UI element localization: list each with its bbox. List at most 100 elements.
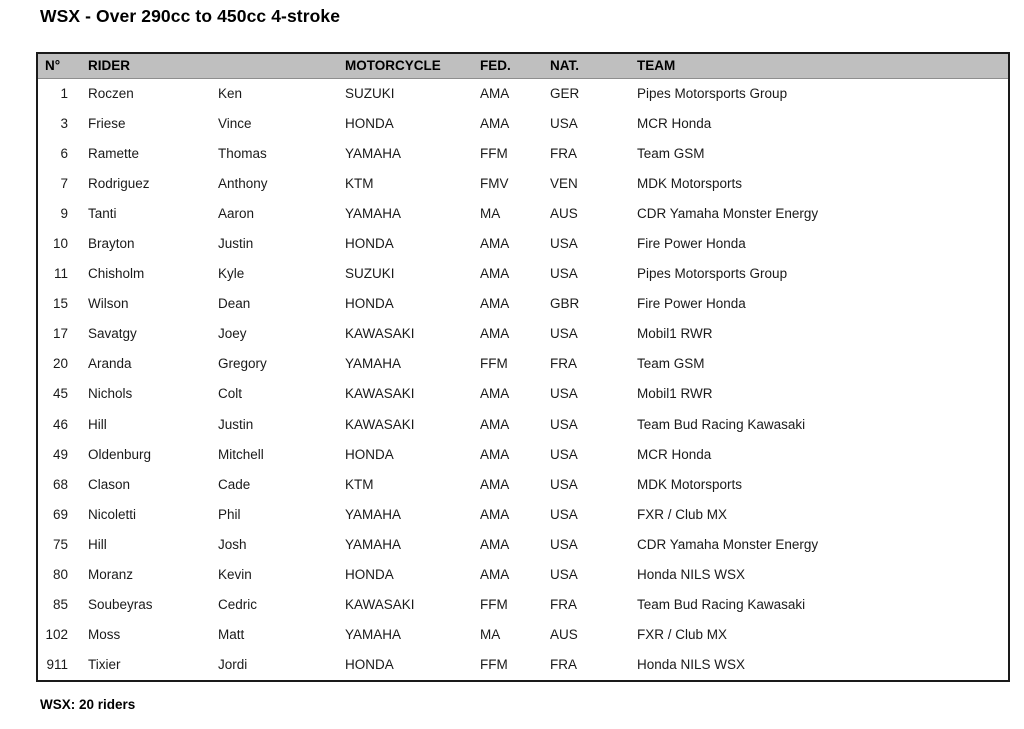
cell-nationality: USA xyxy=(544,559,632,590)
column-header-team: TEAM xyxy=(631,54,1008,79)
cell-rider-last-name: Nicoletti xyxy=(82,499,212,530)
cell-motorcycle: HONDA xyxy=(339,288,475,319)
cell-nationality: FRA xyxy=(544,348,632,379)
cell-rider-number: 85 xyxy=(38,589,82,620)
cell-motorcycle: KAWASAKI xyxy=(339,409,475,440)
cell-rider-last-name: Tixier xyxy=(82,649,212,680)
cell-rider-number: 911 xyxy=(38,649,82,680)
table-row: 17 Savatgy Joey KAWASAKI AMA USA Mobil1 … xyxy=(38,318,1008,349)
cell-team: FXR / Club MX xyxy=(631,499,1008,530)
cell-federation: AMA xyxy=(474,258,545,289)
cell-rider-first-name: Cedric xyxy=(212,589,340,620)
cell-rider-first-name: Gregory xyxy=(212,348,340,379)
cell-motorcycle: HONDA xyxy=(339,439,475,470)
cell-federation: AMA xyxy=(474,529,545,560)
cell-motorcycle: HONDA xyxy=(339,228,475,259)
cell-team: Team GSM xyxy=(631,138,1008,169)
cell-team: Honda NILS WSX xyxy=(631,559,1008,590)
cell-rider-first-name: Kevin xyxy=(212,559,340,590)
cell-team: MCR Honda xyxy=(631,108,1008,139)
cell-rider-number: 68 xyxy=(38,469,82,500)
cell-team: MCR Honda xyxy=(631,439,1008,470)
cell-rider-first-name: Dean xyxy=(212,288,340,319)
cell-motorcycle: YAMAHA xyxy=(339,619,475,650)
cell-nationality: USA xyxy=(544,318,632,349)
cell-rider-first-name: Joey xyxy=(212,318,340,349)
cell-rider-last-name: Roczen xyxy=(82,78,212,109)
cell-rider-first-name: Jordi xyxy=(212,649,340,680)
cell-team: Team Bud Racing Kawasaki xyxy=(631,409,1008,440)
cell-rider-number: 102 xyxy=(38,619,82,650)
rider-table-body: 1 Roczen Ken SUZUKI AMA GER Pipes Motors… xyxy=(38,78,1008,680)
cell-team: Team GSM xyxy=(631,348,1008,379)
cell-federation: AMA xyxy=(474,439,545,470)
table-row: 49 Oldenburg Mitchell HONDA AMA USA MCR … xyxy=(38,439,1008,470)
cell-rider-first-name: Kyle xyxy=(212,258,340,289)
table-row: 75 Hill Josh YAMAHA AMA USA CDR Yamaha M… xyxy=(38,529,1008,560)
table-row: 1 Roczen Ken SUZUKI AMA GER Pipes Motors… xyxy=(38,78,1008,109)
table-row: 9 Tanti Aaron YAMAHA MA AUS CDR Yamaha M… xyxy=(38,198,1008,229)
table-row: 46 Hill Justin KAWASAKI AMA USA Team Bud… xyxy=(38,409,1008,440)
cell-rider-first-name: Josh xyxy=(212,529,340,560)
cell-rider-number: 46 xyxy=(38,409,82,440)
cell-federation: MA xyxy=(474,619,545,650)
cell-rider-number: 80 xyxy=(38,559,82,590)
cell-nationality: GER xyxy=(544,78,632,109)
cell-federation: AMA xyxy=(474,288,545,319)
cell-rider-first-name: Justin xyxy=(212,409,340,440)
cell-motorcycle: YAMAHA xyxy=(339,198,475,229)
table-header-row: N° RIDER MOTORCYCLE FED. NAT. TEAM xyxy=(38,54,1008,79)
cell-rider-first-name: Vince xyxy=(212,108,340,139)
cell-rider-last-name: Chisholm xyxy=(82,258,212,289)
cell-rider-last-name: Hill xyxy=(82,529,212,560)
cell-nationality: AUS xyxy=(544,619,632,650)
column-header-motorcycle: MOTORCYCLE xyxy=(339,54,475,79)
cell-rider-number: 3 xyxy=(38,108,82,139)
cell-federation: MA xyxy=(474,198,545,229)
cell-team: CDR Yamaha Monster Energy xyxy=(631,529,1008,560)
cell-federation: AMA xyxy=(474,409,545,440)
table-row: 102 Moss Matt YAMAHA MA AUS FXR / Club M… xyxy=(38,619,1008,650)
cell-rider-last-name: Hill xyxy=(82,409,212,440)
cell-rider-number: 15 xyxy=(38,288,82,319)
table-row: 45 Nichols Colt KAWASAKI AMA USA Mobil1 … xyxy=(38,378,1008,410)
riders-table-container: N° RIDER MOTORCYCLE FED. NAT. TEAM 1 Roc… xyxy=(36,52,1010,682)
cell-rider-number: 49 xyxy=(38,439,82,470)
cell-rider-first-name: Ken xyxy=(212,78,340,109)
cell-rider-last-name: Moranz xyxy=(82,559,212,590)
cell-motorcycle: KAWASAKI xyxy=(339,589,475,620)
rider-count-footer: WSX: 20 riders xyxy=(40,697,136,712)
cell-federation: AMA xyxy=(474,559,545,590)
table-row: 6 Ramette Thomas YAMAHA FFM FRA Team GSM xyxy=(38,138,1008,169)
table-row: 15 Wilson Dean HONDA AMA GBR Fire Power … xyxy=(38,288,1008,319)
cell-rider-number: 7 xyxy=(38,168,82,199)
cell-federation: FFM xyxy=(474,589,545,620)
cell-team: Team Bud Racing Kawasaki xyxy=(631,589,1008,620)
cell-rider-number: 20 xyxy=(38,348,82,379)
column-header-nat: NAT. xyxy=(544,54,632,79)
cell-federation: AMA xyxy=(474,469,545,500)
cell-motorcycle: SUZUKI xyxy=(339,78,475,109)
cell-nationality: USA xyxy=(544,108,632,139)
cell-rider-last-name: Rodriguez xyxy=(82,168,212,199)
cell-rider-last-name: Ramette xyxy=(82,138,212,169)
cell-federation: AMA xyxy=(474,499,545,530)
cell-motorcycle: YAMAHA xyxy=(339,499,475,530)
cell-nationality: FRA xyxy=(544,138,632,169)
cell-motorcycle: YAMAHA xyxy=(339,529,475,560)
table-row: 68 Clason Cade KTM AMA USA MDK Motorspor… xyxy=(38,469,1008,500)
cell-rider-first-name: Matt xyxy=(212,619,340,650)
cell-nationality: AUS xyxy=(544,198,632,229)
cell-rider-first-name: Colt xyxy=(212,378,340,410)
cell-rider-last-name: Savatgy xyxy=(82,318,212,349)
cell-nationality: VEN xyxy=(544,168,632,199)
cell-rider-last-name: Wilson xyxy=(82,288,212,319)
cell-federation: FFM xyxy=(474,138,545,169)
column-header-rider: RIDER xyxy=(82,54,340,79)
table-row: 20 Aranda Gregory YAMAHA FFM FRA Team GS… xyxy=(38,348,1008,379)
cell-rider-number: 69 xyxy=(38,499,82,530)
table-row: 80 Moranz Kevin HONDA AMA USA Honda NILS… xyxy=(38,559,1008,590)
cell-team: FXR / Club MX xyxy=(631,619,1008,650)
table-row: 11 Chisholm Kyle SUZUKI AMA USA Pipes Mo… xyxy=(38,258,1008,289)
